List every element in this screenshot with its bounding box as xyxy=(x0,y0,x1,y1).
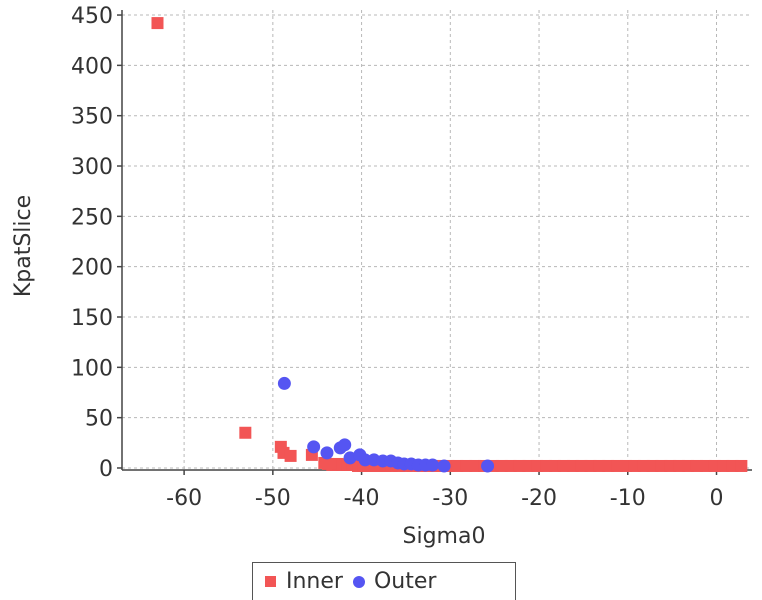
point-inner xyxy=(735,459,748,472)
point-inner xyxy=(151,17,164,30)
x-tick-label: 0 xyxy=(710,486,724,511)
y-tick-label: 350 xyxy=(71,105,113,130)
y-tick-label: 300 xyxy=(71,155,113,180)
y-axis-title: KpatSlice xyxy=(11,195,36,297)
data-marks xyxy=(151,17,748,473)
point-outer xyxy=(338,438,352,452)
legend-item-inner: Inner xyxy=(265,569,343,594)
point-outer xyxy=(481,459,495,473)
series-outer xyxy=(277,376,495,473)
x-tick-label: -50 xyxy=(255,486,291,511)
y-tick-label: 400 xyxy=(71,54,113,79)
legend-swatch-inner xyxy=(265,576,276,587)
y-tick-label: 250 xyxy=(71,205,113,230)
legend-label-outer: Outer xyxy=(373,569,437,594)
y-tick-label: 200 xyxy=(71,256,113,281)
y-axis-ticks: 0 50 100 150 200 250 300 350 400 450 xyxy=(71,4,122,482)
y-tick-label: 150 xyxy=(71,306,113,331)
y-tick-label: 0 xyxy=(99,457,113,482)
point-outer xyxy=(307,440,321,454)
x-axis-ticks: -60 -50 -40 -30 -20 -10 0 xyxy=(166,470,724,511)
plot-area xyxy=(122,10,752,470)
point-outer xyxy=(320,446,334,460)
point-outer xyxy=(426,458,440,472)
x-tick-label: -60 xyxy=(166,486,202,511)
x-tick-label: -10 xyxy=(610,486,646,511)
x-tick-label: -20 xyxy=(521,486,557,511)
x-tick-label: -40 xyxy=(344,486,380,511)
point-inner xyxy=(239,426,252,439)
point-outer xyxy=(343,451,357,465)
y-tick-label: 50 xyxy=(85,407,113,432)
legend-label-inner: Inner xyxy=(286,569,343,594)
legend-swatch-outer xyxy=(352,575,365,588)
point-outer xyxy=(437,459,451,473)
point-inner xyxy=(284,449,297,462)
legend: Inner Outer xyxy=(252,562,516,600)
y-tick-label: 100 xyxy=(71,356,113,381)
x-tick-label: -30 xyxy=(432,486,468,511)
x-axis-title: Sigma0 xyxy=(403,524,486,549)
y-tick-label: 450 xyxy=(71,4,113,29)
point-outer xyxy=(277,376,291,390)
grid-lines xyxy=(122,10,752,470)
legend-item-outer: Outer xyxy=(352,569,437,594)
scatter-chart: 0 50 100 150 200 250 300 350 400 450 -60 -50 -40 -30… xyxy=(11,4,752,549)
